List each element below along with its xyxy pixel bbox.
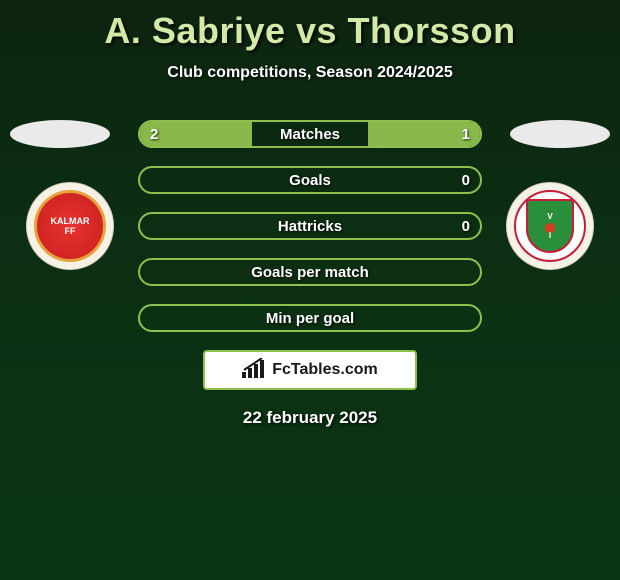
stat-row: Min per goal	[138, 304, 482, 332]
stat-value-right: 1	[462, 126, 470, 143]
footer-date: 22 february 2025	[0, 408, 620, 428]
kalmar-logo-text1: KALMAR	[51, 216, 90, 226]
stat-value-right: 0	[462, 218, 470, 235]
stat-row: 0 Goals	[138, 166, 482, 194]
stat-value-left: 2	[150, 126, 158, 143]
stat-label: Goals	[289, 172, 331, 189]
stat-label: Goals per match	[251, 264, 369, 281]
kalmar-logo-text2: FF	[65, 226, 76, 236]
page-title: A. Sabriye vs Thorsson	[0, 0, 620, 52]
page-subtitle: Club competitions, Season 2024/2025	[0, 64, 620, 82]
stat-row: 0 Hattricks	[138, 212, 482, 240]
stat-row: 2 1 Matches	[138, 120, 482, 148]
varberg-line3: I	[549, 231, 551, 240]
team-badge-left: KALMAR FF	[26, 182, 114, 270]
player-base-left	[10, 120, 110, 148]
stat-value-right: 0	[462, 172, 470, 189]
branding-link[interactable]: FcTables.com	[203, 350, 417, 390]
varberg-line1: V	[547, 212, 552, 221]
stat-label: Hattricks	[278, 218, 342, 235]
stat-label: Min per goal	[266, 310, 354, 327]
team-badge-right: V I	[506, 182, 594, 270]
player-base-right	[510, 120, 610, 148]
stat-label: Matches	[280, 126, 340, 143]
kalmar-logo-icon: KALMAR FF	[34, 190, 106, 262]
stat-bars: 2 1 Matches 0 Goals 0 Hattricks Goals per match…	[138, 120, 482, 332]
varberg-logo-icon: V I	[514, 190, 586, 262]
stat-row: Goals per match	[138, 258, 482, 286]
chart-icon	[242, 358, 266, 383]
stats-area: KALMAR FF V I 2 1 Matches 0 Goals 0 Hattricks G…	[0, 120, 620, 428]
branding-text: FcTables.com	[272, 361, 378, 379]
